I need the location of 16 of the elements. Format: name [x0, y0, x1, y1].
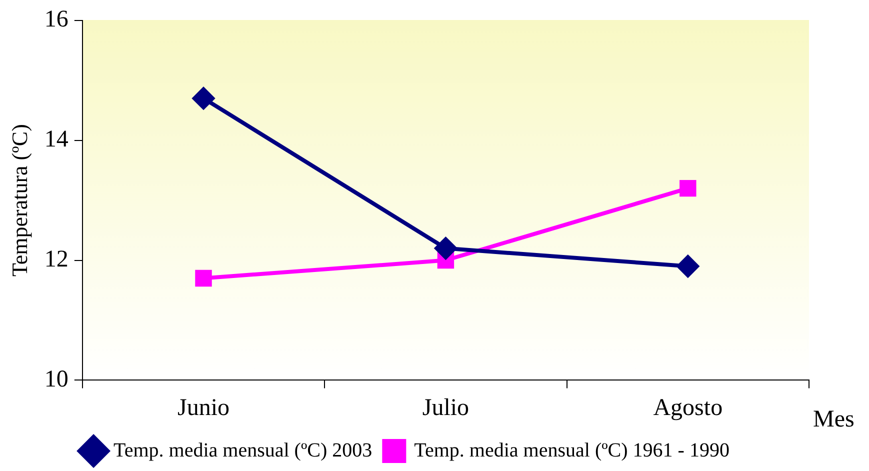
point	[434, 237, 457, 260]
y-axis-title: Temperatura (ºC)	[6, 124, 32, 277]
point	[680, 180, 696, 197]
x-tick-label: Junio	[177, 394, 230, 421]
x-tick-label: Agosto	[653, 394, 723, 421]
y-tick-label: 12	[44, 246, 68, 273]
y-tick-label: 16	[44, 6, 68, 33]
legend-label: Temp. media mensual (ºC) 1961 - 1990	[414, 439, 730, 462]
point	[195, 270, 212, 287]
y-tick-label: 10	[44, 366, 68, 392]
y-tick-label: 14	[44, 126, 68, 153]
x-tick-label: Julio	[422, 394, 470, 421]
point	[192, 87, 214, 110]
legend-label: Temp. media mensual (ºC) 2003	[114, 439, 372, 462]
point	[676, 255, 699, 278]
x-axis-title: Mes	[813, 406, 854, 432]
